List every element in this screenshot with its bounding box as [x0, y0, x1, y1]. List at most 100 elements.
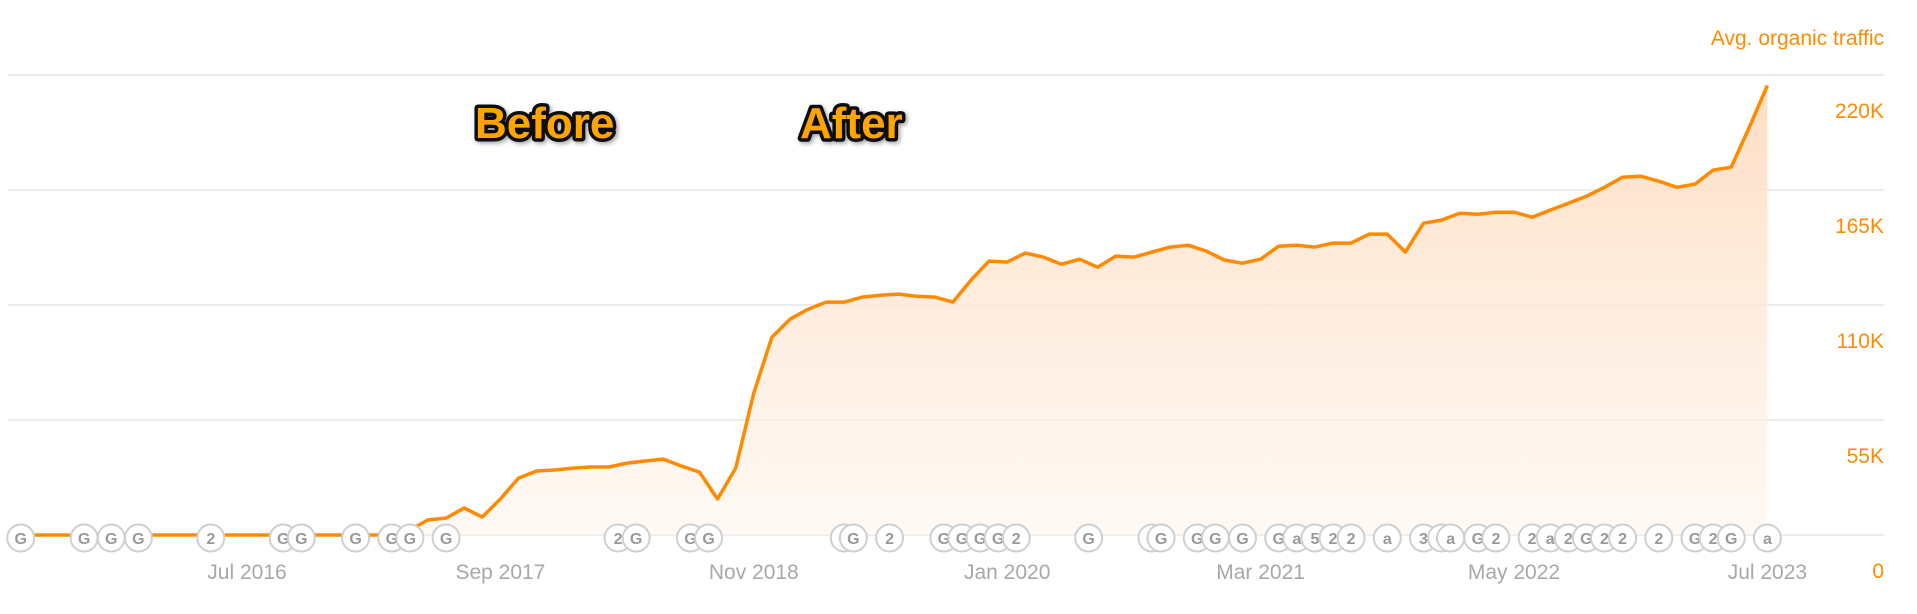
traffic-area	[11, 85, 1768, 535]
marker-circle-icon	[1074, 523, 1104, 553]
annotation-marker[interactable]: G	[1074, 523, 1104, 553]
annotation-marker[interactable]: 2	[1336, 523, 1366, 553]
x-tick-label: May 2022	[1468, 561, 1560, 584]
marker-circle-icon	[1001, 523, 1031, 553]
annotation-marker[interactable]: G	[838, 523, 868, 553]
marker-label: 2	[1347, 531, 1356, 548]
marker-label: G	[15, 531, 27, 548]
annotation-marker[interactable]: 2	[1608, 523, 1638, 553]
annotation-marker[interactable]: a	[1752, 523, 1782, 553]
annotation-marker[interactable]: G	[341, 523, 371, 553]
annotation-marker[interactable]: G	[1146, 523, 1176, 553]
marker-label: 2	[1600, 531, 1609, 548]
annotation-marker[interactable]: G	[1200, 523, 1230, 553]
annotation-marker[interactable]: a	[1372, 523, 1402, 553]
marker-circle-icon	[1481, 523, 1511, 553]
annotation-marker[interactable]: 2	[875, 523, 905, 553]
marker-label: G	[349, 531, 361, 548]
marker-label: G	[1082, 531, 1094, 548]
before-label: Before	[475, 99, 614, 148]
marker-circle-icon	[341, 523, 371, 553]
marker-label: G	[1689, 531, 1701, 548]
annotation-marker[interactable]: 2	[1481, 523, 1511, 553]
marker-label: 3	[1419, 531, 1428, 548]
marker-label: G	[847, 531, 859, 548]
marker-label: 2	[206, 531, 215, 548]
marker-circle-icon	[196, 523, 226, 553]
marker-circle-icon	[1644, 523, 1674, 553]
y-tick-label: 0	[1872, 560, 1884, 583]
marker-circle-icon	[1716, 523, 1746, 553]
marker-circle-icon	[875, 523, 905, 553]
marker-circle-icon	[1336, 523, 1366, 553]
x-tick-label: Nov 2018	[709, 561, 799, 584]
marker-label: G	[938, 531, 950, 548]
marker-circle-icon	[286, 523, 316, 553]
marker-label: G	[1155, 531, 1167, 548]
marker-label: G	[630, 531, 642, 548]
y-axis-labels: 0 55K 110K 165K 220K	[1835, 100, 1884, 583]
annotation-marker[interactable]: G	[395, 523, 425, 553]
marker-label: G	[78, 531, 90, 548]
marker-label: 5	[1310, 531, 1319, 548]
annotation-marker[interactable]: G	[1228, 523, 1257, 553]
marker-label: G	[1272, 531, 1284, 548]
marker-circle-icon	[838, 523, 868, 553]
marker-circle-icon	[431, 523, 461, 553]
annotation-marker[interactable]: G	[1716, 523, 1746, 553]
marker-label: G	[1209, 531, 1221, 548]
marker-circle-icon	[1608, 523, 1638, 553]
marker-circle-icon	[1146, 523, 1176, 553]
marker-label: G	[1236, 531, 1248, 548]
marker-label: a	[1446, 531, 1455, 548]
marker-label: 2	[1618, 531, 1627, 548]
marker-label: G	[1472, 531, 1484, 548]
marker-circle-icon	[6, 523, 36, 553]
x-tick-label: Jul 2023	[1728, 561, 1807, 584]
marker-label: 2	[1012, 531, 1021, 548]
marker-label: 2	[1491, 531, 1500, 548]
marker-label: G	[295, 531, 307, 548]
annotation-marker[interactable]: 2	[196, 523, 226, 553]
marker-label: G	[702, 531, 714, 548]
marker-label: G	[992, 531, 1004, 548]
marker-label: G	[386, 531, 398, 548]
annotation-marker[interactable]: G	[431, 523, 461, 553]
annotation-marker[interactable]: G	[286, 523, 316, 553]
annotation-marker[interactable]: G	[694, 523, 724, 553]
annotation-marker[interactable]: G	[96, 523, 126, 553]
annotation-marker[interactable]: G	[69, 523, 99, 553]
y-tick-label: 220K	[1835, 100, 1884, 123]
marker-label: a	[1292, 531, 1301, 548]
marker-circle-icon	[1372, 523, 1402, 553]
marker-label: 2	[614, 531, 623, 548]
y-axis-title: Avg. organic traffic	[1711, 27, 1884, 50]
marker-label: G	[277, 531, 289, 548]
marker-label: G	[956, 531, 968, 548]
marker-label: G	[1191, 531, 1203, 548]
marker-label: G	[684, 531, 696, 548]
marker-label: 2	[1329, 531, 1338, 548]
marker-circle-icon	[395, 523, 425, 553]
annotation-marker[interactable]: G	[6, 523, 36, 553]
x-axis-labels: Jul 2016 Sep 2017 Nov 2018 Jan 2020 Mar 2021…	[207, 561, 1807, 584]
marker-label: G	[1580, 531, 1592, 548]
annotation-marker[interactable]: G	[123, 523, 153, 553]
marker-label: G	[404, 531, 416, 548]
marker-circle-icon	[123, 523, 153, 553]
marker-label: 2	[1564, 531, 1573, 548]
y-tick-label: 165K	[1835, 215, 1884, 238]
annotation-marker[interactable]: G	[621, 523, 651, 553]
marker-circle-icon	[621, 523, 651, 553]
marker-label: G	[440, 531, 452, 548]
x-tick-label: Jan 2020	[964, 561, 1050, 584]
marker-label: G	[974, 531, 986, 548]
x-tick-label: Mar 2021	[1216, 561, 1305, 584]
marker-label: 2	[885, 531, 894, 548]
marker-label: 2	[1654, 531, 1663, 548]
annotation-marker[interactable]: 2	[1644, 523, 1674, 553]
annotation-marker[interactable]: a	[1436, 523, 1466, 553]
annotation-marker[interactable]: 2	[1001, 523, 1031, 553]
marker-label: G	[105, 531, 117, 548]
